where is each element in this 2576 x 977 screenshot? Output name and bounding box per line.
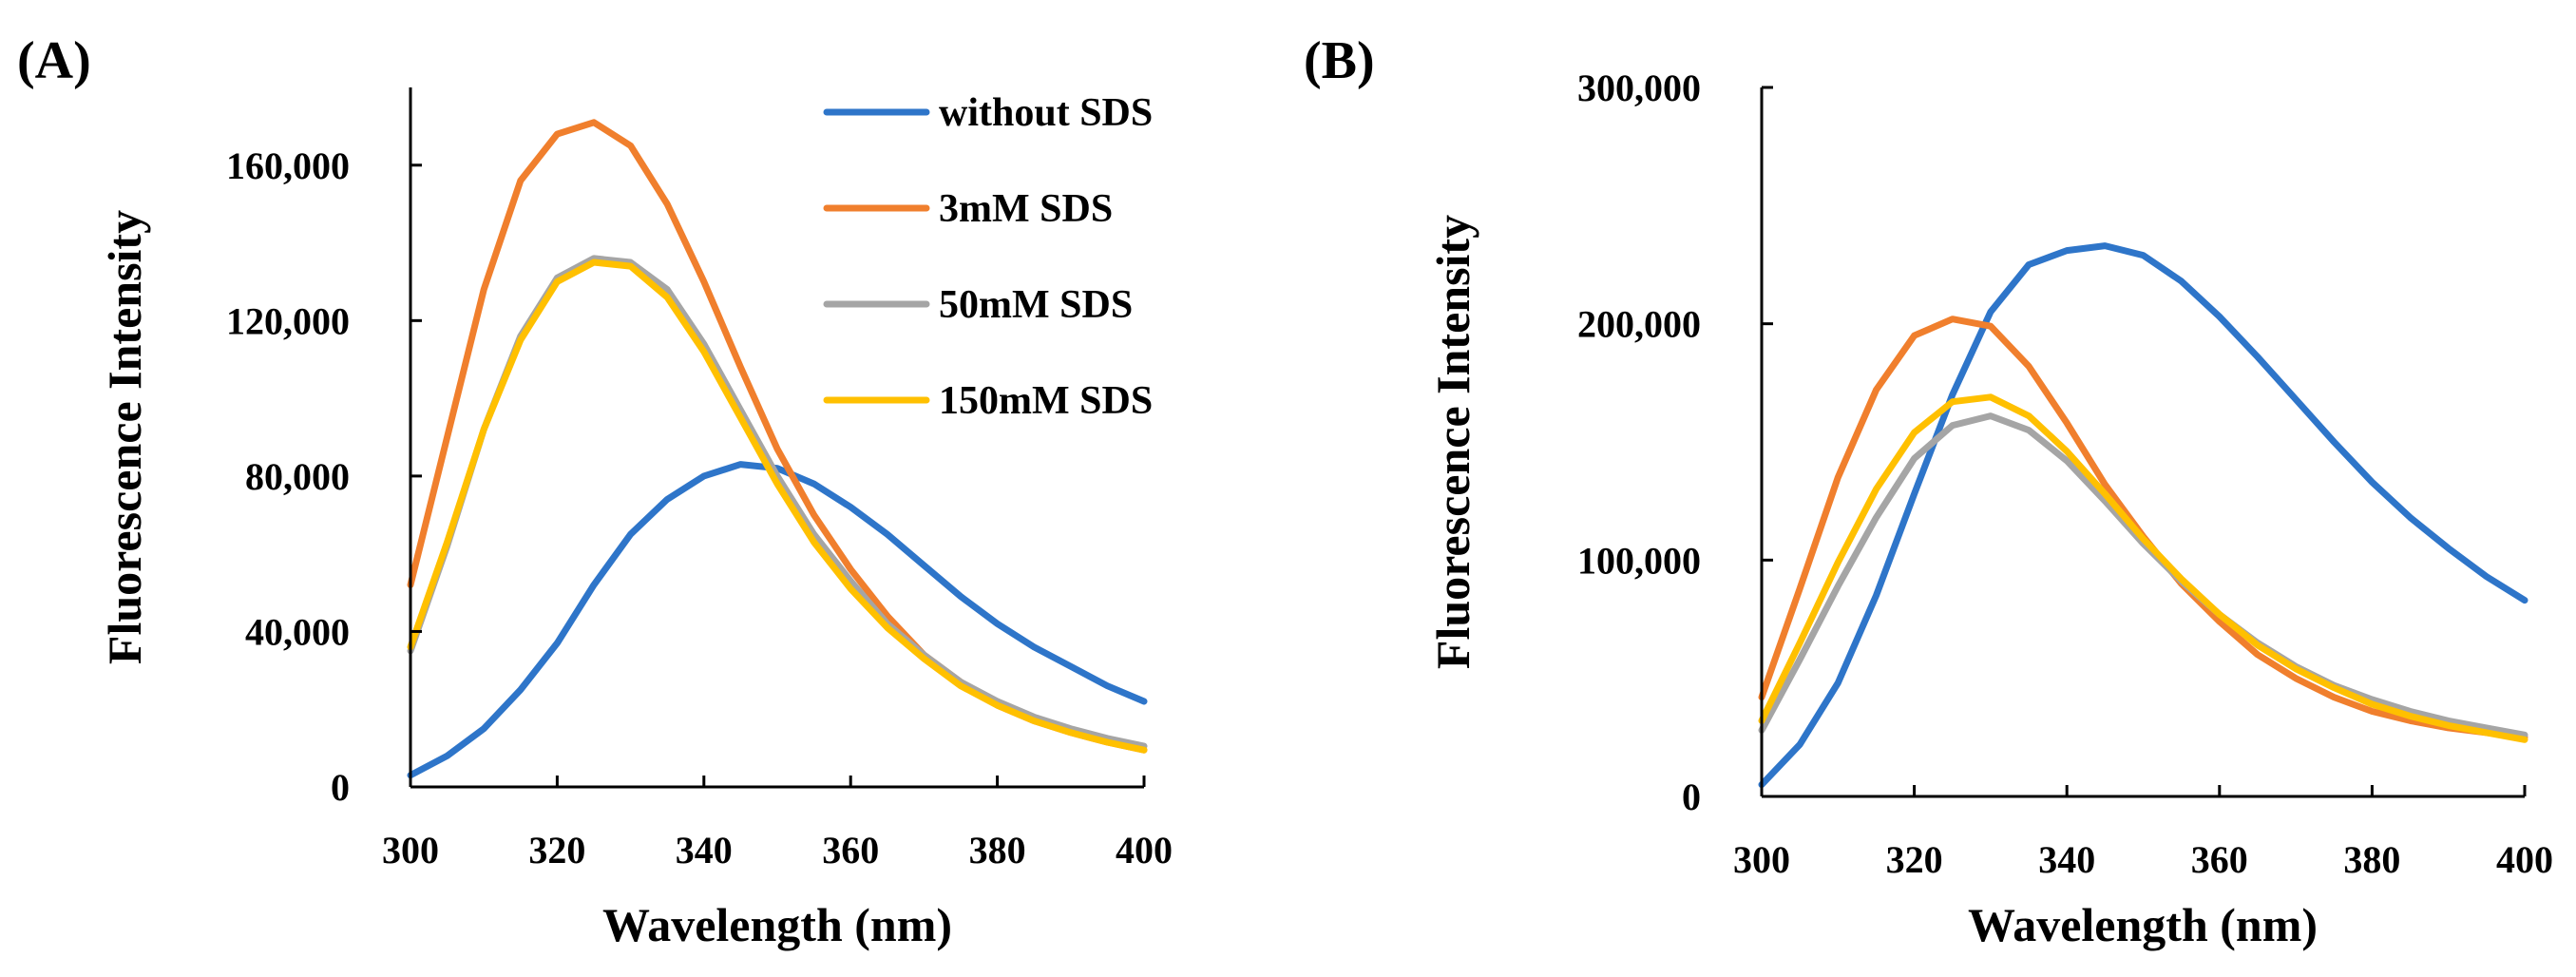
chart-b-series-without-sds <box>1758 242 2528 789</box>
legend-label-50mm-sds: 50mM SDS <box>939 283 1133 327</box>
chart-a-y-axis-title: Fluorescence Intensity <box>98 210 151 664</box>
chart-a-x-tick-label: 400 <box>1116 829 1173 872</box>
chart-a-x-tick-label: 340 <box>676 829 733 872</box>
chart-a-series-150mm-sds <box>407 259 1148 754</box>
chart-a-y-tick-label: 120,000 <box>226 299 350 342</box>
chart-a-series-group <box>407 119 1148 779</box>
chart-a-y-tick-label: 0 <box>331 766 350 809</box>
chart-b-y-tick-label: 100,000 <box>1577 539 1701 582</box>
chart-a-series-without-sds <box>407 461 1148 779</box>
chart-a-y-tick-label: 160,000 <box>226 144 350 187</box>
chart-a-x-tick-label: 320 <box>528 829 585 872</box>
legend-label-without-sds: without SDS <box>939 91 1153 135</box>
chart-b-x-tick-label: 340 <box>2038 838 2095 881</box>
chart-b-x-tick-label: 380 <box>2343 838 2400 881</box>
chart-a: 0 40,000 80,000 120,000 160,000 300 320 340 360 3… <box>98 87 1173 951</box>
chart-b-x-axis-title: Wavelength (nm) <box>1968 898 2318 951</box>
chart-b-x-tick-label: 320 <box>1886 838 1943 881</box>
legend-label-3mm-sds: 3mM SDS <box>939 187 1113 231</box>
chart-b-x-tick-label: 400 <box>2496 838 2553 881</box>
chart-a-x-tick-label: 380 <box>969 829 1026 872</box>
chart-b-y-tick-label: 200,000 <box>1577 303 1701 346</box>
chart-b-y-tick-label: 300,000 <box>1577 67 1701 109</box>
chart-b-y-axis-title: Fluorescence Intensity <box>1426 215 1479 669</box>
legend: without SDS 3mM SDS 50mM SDS 150mM SDS <box>823 91 1153 423</box>
chart-b: 0 100,000 200,000 300,000 300 320 340 360 380 400… <box>1426 67 2553 951</box>
chart-b-ticks: 0 100,000 200,000 300,000 300 320 340 360 380 400 <box>1577 67 2553 881</box>
chart-b-y-tick-label: 0 <box>1682 776 1701 818</box>
chart-a-y-tick-label: 40,000 <box>245 610 350 653</box>
chart-b-series-150mm-sds <box>1758 393 2528 743</box>
chart-a-x-tick-label: 360 <box>822 829 879 872</box>
panel-label-a: (A) <box>17 31 91 90</box>
legend-label-150mm-sds: 150mM SDS <box>939 379 1153 423</box>
chart-a-y-tick-label: 80,000 <box>245 455 350 498</box>
chart-a-x-axis-title: Wavelength (nm) <box>602 898 952 951</box>
chart-a-x-tick-label: 300 <box>382 829 439 872</box>
chart-b-x-tick-label: 300 <box>1733 838 1790 881</box>
chart-b-x-tick-label: 360 <box>2191 838 2248 881</box>
chart-a-ticks: 0 40,000 80,000 120,000 160,000 300 320 340 360 3… <box>226 144 1173 872</box>
panel-label-b: (B) <box>1304 31 1375 90</box>
chart-b-series-group <box>1758 242 2528 789</box>
